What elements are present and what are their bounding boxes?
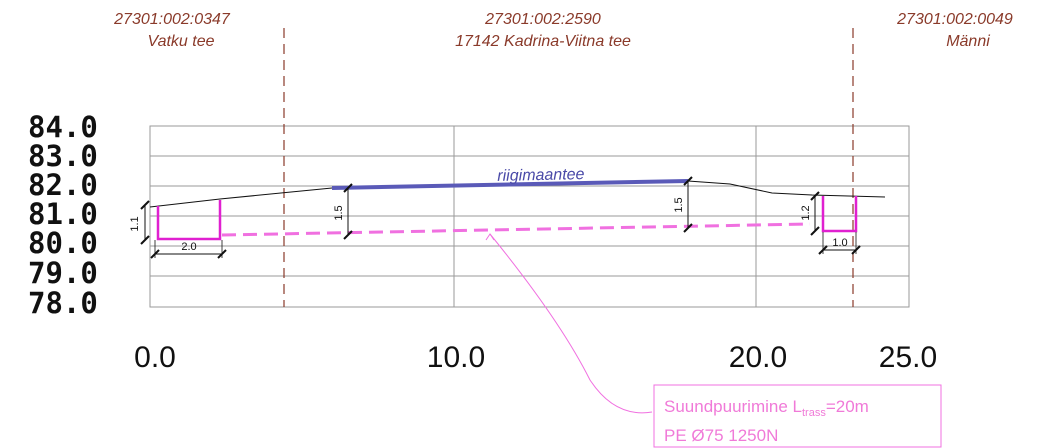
cover-right-dimension xyxy=(683,176,693,233)
left-pit xyxy=(156,200,222,241)
x-label-0: 0.0 xyxy=(134,341,176,374)
right-width-label: 1.0 xyxy=(832,237,847,249)
x-label-10: 10.0 xyxy=(427,341,485,374)
y-label-83: 83.0 xyxy=(28,139,98,173)
note-line-2: PE Ø75 1250N xyxy=(664,426,778,445)
right-width-dimension xyxy=(818,232,861,255)
right-pit xyxy=(821,196,858,233)
parcel-center-id: 27301:002:2590 xyxy=(484,11,601,28)
parcel-left-id: 27301:002:0347 xyxy=(113,11,231,28)
y-label-82: 82.0 xyxy=(28,168,98,202)
right-depth-dimension xyxy=(810,191,820,236)
ground-profile-line xyxy=(149,180,886,208)
y-label-78: 78.0 xyxy=(28,286,98,320)
parcel-right-name: Männi xyxy=(946,33,990,50)
note-leader-arrow xyxy=(485,233,495,241)
left-width-dimension xyxy=(150,240,227,259)
parcel-center-name: 17142 Kadrina-Viitna tee xyxy=(455,33,631,50)
note-line-1: Suundpuurimine Ltrass=20m xyxy=(664,397,869,419)
note-box xyxy=(653,384,942,448)
road-surface-line xyxy=(331,179,689,190)
road-label: riigimaantee xyxy=(497,166,585,185)
x-label-20: 20.0 xyxy=(729,341,787,374)
right-depth-label: 1.2 xyxy=(800,205,812,220)
cover-left-dimension xyxy=(343,183,353,240)
y-label-80: 80.0 xyxy=(28,226,98,260)
cover-left-label: 1.5 xyxy=(333,205,345,220)
cover-right-label: 1.5 xyxy=(673,197,685,212)
y-label-79: 79.0 xyxy=(28,256,98,290)
parcel-right-id: 27301:002:0049 xyxy=(896,11,1013,28)
grid-lines xyxy=(150,126,909,307)
left-width-label: 2.0 xyxy=(181,241,196,253)
pipe-route-line xyxy=(221,222,811,237)
note-leader-line xyxy=(489,233,653,414)
left-depth-label: 1.1 xyxy=(129,216,141,231)
y-label-84: 84.0 xyxy=(28,110,98,144)
left-depth-dimension xyxy=(140,200,150,245)
parcel-left-name: Vatku tee xyxy=(147,33,214,50)
x-label-25: 25.0 xyxy=(879,341,937,374)
y-label-81: 81.0 xyxy=(28,197,98,231)
